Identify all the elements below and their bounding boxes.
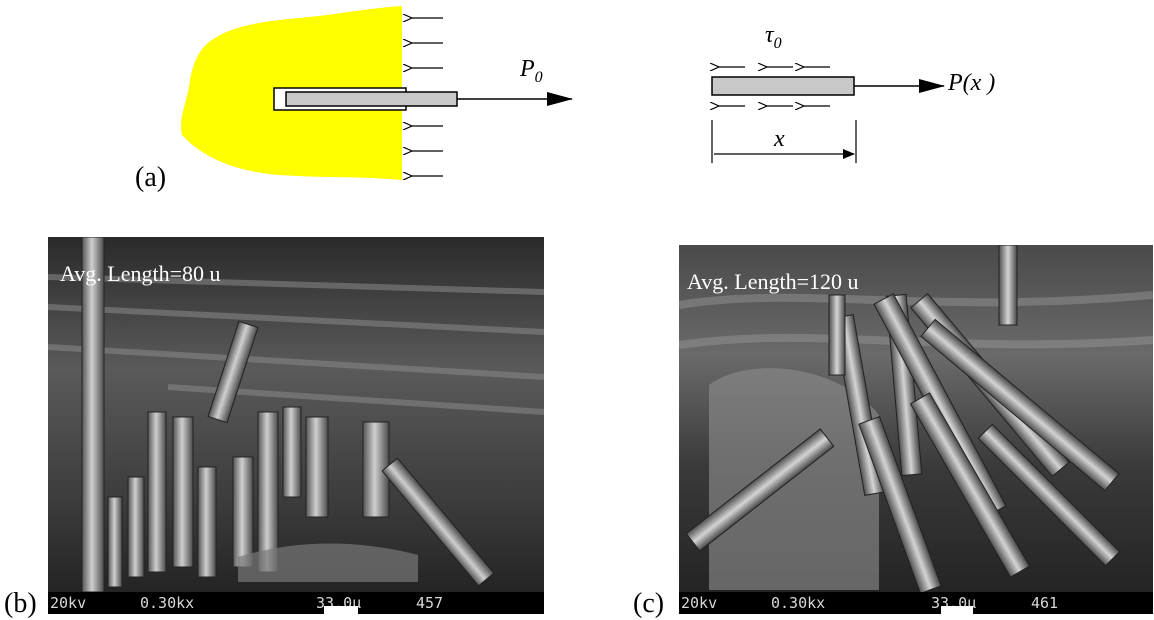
surface-traction-arrows — [411, 18, 443, 176]
sem-magnification-b: 0.30kx — [140, 594, 195, 612]
sem-caption-c: Avg. Length=120 u — [687, 269, 859, 294]
panel-c-label: (c) — [633, 588, 665, 619]
tau0-label: τ0 — [765, 22, 782, 53]
sem-fibers-b — [48, 237, 544, 614]
tau0-label-subscript: 0 — [773, 34, 782, 52]
sem-scale-marker-c — [941, 606, 973, 614]
panel-b-label: (b) — [4, 588, 37, 619]
px-label: P(x ) — [948, 70, 996, 96]
p0-label-subscript: 0 — [534, 68, 543, 86]
p0-label-symbol: P — [520, 56, 535, 82]
sem-caption-b: Avg. Length=80 u — [60, 261, 221, 286]
pullout-diagram-svg — [181, 6, 945, 180]
tau0-label-symbol: τ — [765, 22, 774, 48]
sem-image-b: Avg. Length=80 u 20kv 0.30kx 33.0μ 457 — [48, 237, 544, 614]
x-label: x — [774, 126, 785, 152]
free-body-fiber — [711, 76, 855, 96]
panel-a-diagram: (a) P0 τ0 P(x ) x — [0, 0, 1154, 200]
sem-magnification-c: 0.30kx — [771, 594, 826, 612]
sem-databar-b: 20kv 0.30kx 33.0μ 457 — [48, 592, 544, 614]
sem-image-c: Avg. Length=120 u 20kv 0.30kx 33.0μ 461 — [679, 245, 1153, 614]
sem-fibers-c — [679, 245, 1153, 614]
sem-voltage-b: 20kv — [50, 594, 87, 612]
sem-voltage-c: 20kv — [681, 594, 718, 612]
sem-scale-marker-b — [324, 606, 358, 614]
sem-frame-b: 457 — [416, 594, 444, 612]
sem-databar-c: 20kv 0.30kx 33.0μ 461 — [679, 592, 1153, 614]
sem-frame-c: 461 — [1031, 594, 1059, 612]
panel-a-label: (a) — [135, 162, 167, 193]
x-dimension — [711, 120, 857, 163]
embedded-fiber — [285, 91, 458, 107]
p0-label: P0 — [520, 56, 543, 87]
